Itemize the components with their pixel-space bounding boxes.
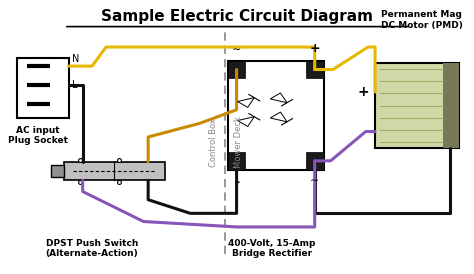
Text: 400-Volt, 15-Amp
Bridge Rectifier: 400-Volt, 15-Amp Bridge Rectifier — [228, 239, 316, 258]
Bar — [443, 63, 459, 148]
Text: Control Box: Control Box — [209, 118, 218, 167]
Bar — [306, 61, 324, 78]
Polygon shape — [270, 112, 287, 122]
Text: Permanent Mag
DC Motor (PMD): Permanent Mag DC Motor (PMD) — [381, 10, 463, 30]
Text: +: + — [310, 42, 320, 55]
Bar — [64, 162, 164, 180]
Text: ∼: ∼ — [310, 176, 319, 186]
Text: N: N — [73, 54, 80, 64]
Bar — [228, 61, 324, 170]
Bar — [375, 63, 459, 148]
Bar — [306, 152, 324, 170]
Bar — [228, 61, 246, 78]
Text: Sample Electric Circuit Diagram: Sample Electric Circuit Diagram — [101, 9, 373, 24]
Text: AC input
Plug Socket: AC input Plug Socket — [8, 126, 68, 145]
Text: ∼: ∼ — [232, 45, 241, 55]
Text: DPST Push Switch
(Alternate-Action): DPST Push Switch (Alternate-Action) — [46, 239, 138, 258]
Polygon shape — [237, 117, 254, 127]
Bar — [17, 58, 69, 118]
Polygon shape — [237, 98, 254, 107]
Text: Mower Deck: Mower Deck — [234, 116, 243, 169]
Bar — [228, 152, 246, 170]
Text: -: - — [234, 176, 239, 189]
Bar — [51, 165, 64, 177]
Text: +: + — [358, 85, 369, 99]
Polygon shape — [270, 93, 287, 103]
Text: L: L — [73, 80, 78, 90]
